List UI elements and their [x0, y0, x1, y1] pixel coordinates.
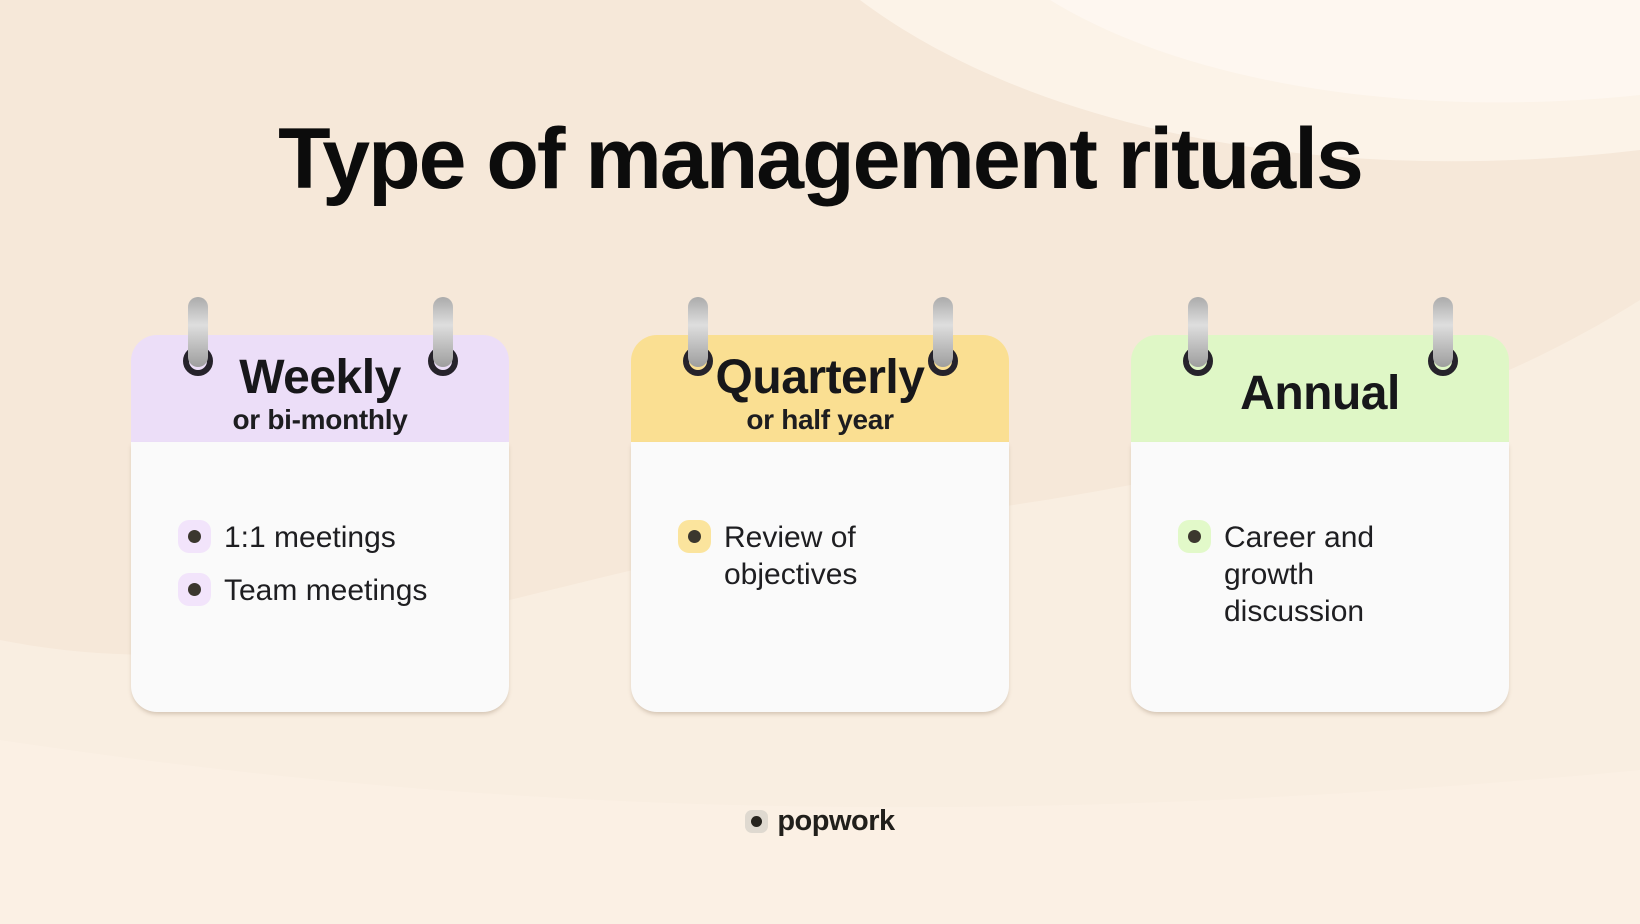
binder-pin-icon — [1183, 297, 1213, 377]
list-item-label: Team meetings — [224, 574, 428, 607]
bullet-inner-dot — [188, 583, 201, 596]
binder-pin — [688, 297, 708, 367]
card-header: Weekly or bi-monthly — [131, 335, 509, 442]
card-quarterly: Quarterly or half year Review of objecti… — [631, 297, 1009, 712]
binder-pin-icon — [1428, 297, 1458, 377]
card-weekly: Weekly or bi-monthly 1:1 meetings Team m… — [131, 297, 509, 712]
list-item: Review of objectives — [678, 519, 985, 593]
bullet-dot-icon — [178, 520, 211, 553]
bullet-inner-dot — [188, 530, 201, 543]
binder-pin — [188, 297, 208, 367]
binder-pin-icon — [428, 297, 458, 377]
binder-pin — [1433, 297, 1453, 367]
binder-pin — [1188, 297, 1208, 367]
list-item-label: 1:1 meetings — [224, 521, 396, 554]
list-item: 1:1 meetings — [178, 519, 485, 556]
list-item-label: Career and growth discussion — [1224, 521, 1375, 628]
binder-pin-icon — [683, 297, 713, 377]
logo-inner-dot — [751, 815, 763, 827]
popwork-logo-icon — [745, 809, 769, 833]
card-subtitle: or half year — [746, 404, 894, 435]
bullet-inner-dot — [1188, 530, 1201, 543]
brand-footer: popwork — [0, 804, 1640, 838]
cards-row: Weekly or bi-monthly 1:1 meetings Team m… — [131, 297, 1509, 712]
card-body: Review of objectives — [631, 442, 1009, 712]
list-item: Career and growth discussion — [1178, 519, 1485, 630]
brand-name: popwork — [777, 804, 895, 837]
binder-pin-icon — [183, 297, 213, 377]
page-title: Type of management rituals — [278, 111, 1364, 207]
card-title: Annual — [1240, 366, 1400, 420]
binder-pin — [933, 297, 953, 367]
card-title: Weekly — [239, 351, 401, 404]
card-body: Career and growth discussion — [1131, 442, 1509, 712]
list-item-label: Review of objectives — [724, 521, 858, 591]
bullet-dot-icon — [1178, 520, 1211, 553]
card-title: Quarterly — [715, 351, 925, 404]
bullet-dot-icon — [178, 573, 211, 606]
card-subtitle: or bi-monthly — [232, 404, 408, 435]
bullet-dot-icon — [678, 520, 711, 553]
card-body: 1:1 meetings Team meetings — [131, 442, 509, 712]
list-item: Team meetings — [178, 572, 485, 609]
binder-pin — [433, 297, 453, 367]
bullet-inner-dot — [688, 530, 701, 543]
card-annual: Annual Career and growth discussion — [1131, 297, 1509, 712]
binder-pin-icon — [928, 297, 958, 377]
